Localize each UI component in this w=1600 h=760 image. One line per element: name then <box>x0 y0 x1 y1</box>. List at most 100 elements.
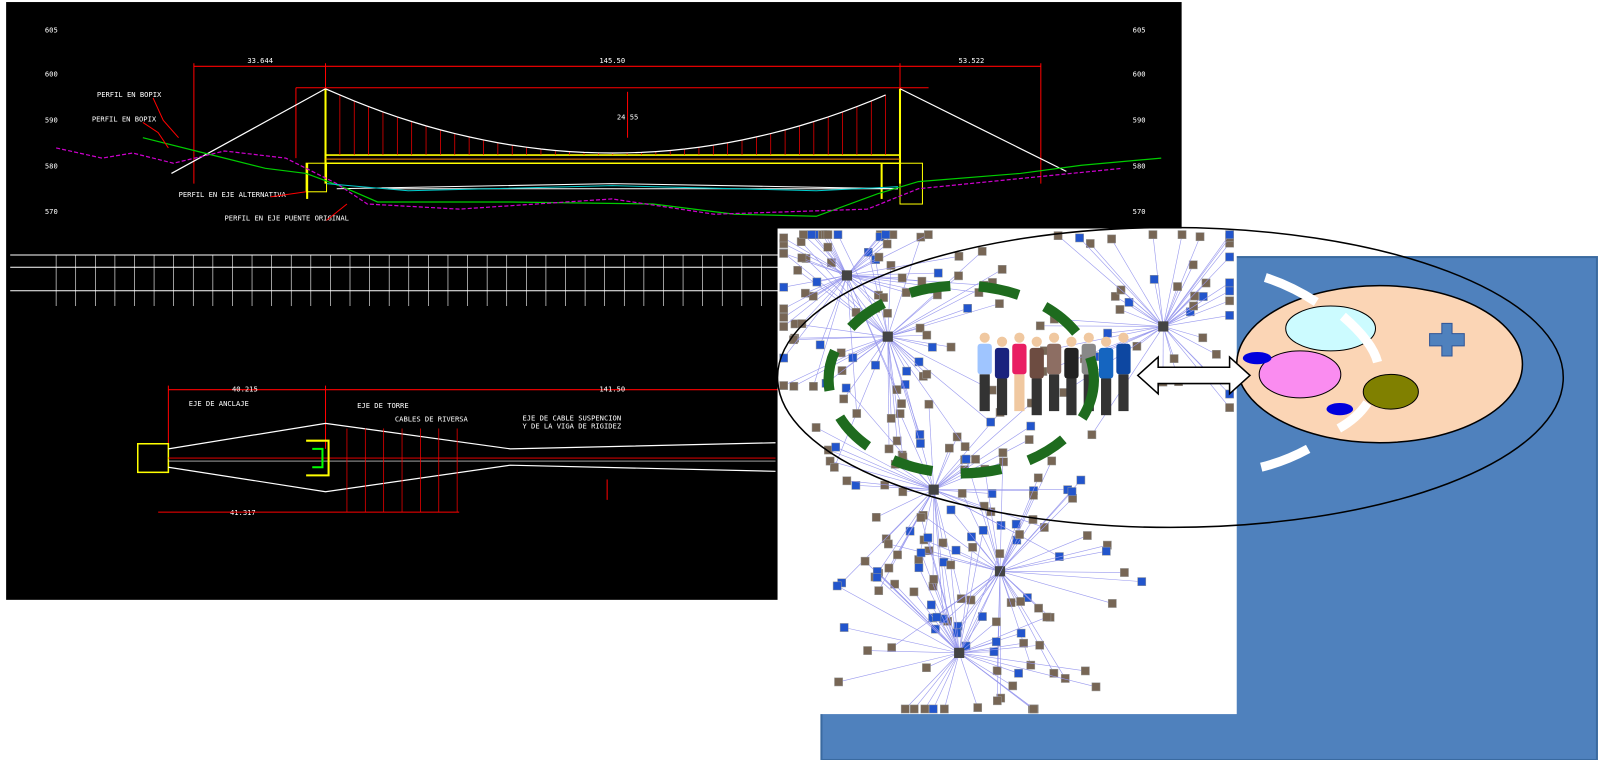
network-edge <box>958 547 973 653</box>
network-hub <box>1158 321 1169 332</box>
cad-text: PERFIL EN EJE PUENTE ORIGINAL <box>224 213 348 222</box>
network-edge <box>1128 302 1164 327</box>
network-edge <box>958 534 1020 654</box>
network-node <box>1225 311 1234 320</box>
person-body <box>1064 347 1079 379</box>
network-node <box>1132 341 1142 351</box>
network-edge <box>933 459 965 490</box>
network-edge <box>825 234 848 276</box>
network-node <box>837 366 847 375</box>
network-edge <box>837 585 960 654</box>
network-node <box>999 457 1008 467</box>
network-node <box>779 322 789 331</box>
network-edge <box>887 336 907 372</box>
network-node <box>1033 473 1043 483</box>
network-edge <box>876 577 960 654</box>
network-edge <box>959 652 1013 687</box>
network-node <box>1124 298 1134 307</box>
person-legs <box>1048 374 1060 412</box>
network-edge <box>803 234 848 276</box>
network-node <box>1026 421 1036 431</box>
network-node <box>922 369 932 379</box>
network-edge <box>999 498 1073 572</box>
people-group <box>977 332 1131 416</box>
network-node <box>874 252 884 262</box>
network-node <box>1225 403 1234 412</box>
network-edge <box>959 644 1040 654</box>
network-node <box>797 319 807 328</box>
person-legs <box>1066 378 1077 416</box>
person-body <box>1046 343 1062 375</box>
network-hub <box>928 484 939 495</box>
network-edge <box>957 571 1001 627</box>
network-edge <box>887 336 904 457</box>
person-legs <box>1014 374 1025 412</box>
network-edge <box>933 579 960 653</box>
network-node <box>992 617 1001 627</box>
network-edge <box>958 553 1001 654</box>
network-edge <box>783 253 848 276</box>
network-edge <box>913 591 960 654</box>
network-node <box>909 587 919 597</box>
network-node <box>1190 291 1199 301</box>
network-edge <box>1162 326 1175 359</box>
network-edge <box>1163 256 1230 327</box>
network-node <box>879 293 888 302</box>
network-node <box>1035 321 1045 331</box>
network-edge <box>846 272 939 276</box>
network-node <box>923 533 933 543</box>
network-edge <box>838 652 960 683</box>
network-node <box>952 432 962 442</box>
network-node <box>951 545 961 555</box>
network-node <box>997 265 1007 274</box>
network-node <box>895 409 905 418</box>
network-node <box>852 409 862 418</box>
cad-text: 605 <box>45 26 58 35</box>
network-edge <box>936 617 960 654</box>
network-node <box>779 249 789 258</box>
network-node <box>938 538 948 548</box>
network-edge <box>867 650 960 654</box>
network-edge <box>999 571 1055 674</box>
cad-polyline <box>336 183 898 190</box>
cad-polyline <box>306 439 330 477</box>
network-edge <box>846 275 857 313</box>
network-node <box>945 443 954 453</box>
network-node <box>1040 523 1049 532</box>
network-edge <box>1115 296 1164 327</box>
network-edge <box>999 491 1073 572</box>
network-edge <box>897 489 934 555</box>
cad-polyline <box>168 422 776 450</box>
network-edge <box>887 336 892 419</box>
network-node <box>799 230 808 239</box>
network-node <box>916 439 925 448</box>
network-node <box>928 342 937 352</box>
network-edge <box>830 460 934 490</box>
person-legs <box>1101 378 1112 416</box>
network-edge <box>846 480 934 490</box>
network-edge <box>999 550 1107 572</box>
network-edge <box>999 571 1032 666</box>
network-node <box>871 513 881 522</box>
network-node <box>1029 704 1039 714</box>
network-node <box>1107 234 1116 244</box>
network-panel <box>777 228 1237 715</box>
network-node <box>871 360 880 370</box>
network-node <box>1225 252 1234 262</box>
network-edge <box>1119 309 1164 327</box>
network-node <box>1006 598 1016 607</box>
network-node <box>915 323 925 333</box>
network-edge <box>783 275 848 309</box>
network-node <box>1015 530 1024 539</box>
network-node <box>789 381 799 391</box>
network-node <box>1049 668 1059 678</box>
network-edge <box>846 275 979 293</box>
cad-text: 40.215 <box>232 385 258 394</box>
network-node <box>973 703 983 712</box>
network-edge <box>846 275 907 293</box>
network-edge <box>956 571 1001 634</box>
network-node <box>779 282 789 292</box>
network-node <box>832 581 842 591</box>
cad-polyline <box>168 464 776 493</box>
network-node <box>1034 603 1043 613</box>
